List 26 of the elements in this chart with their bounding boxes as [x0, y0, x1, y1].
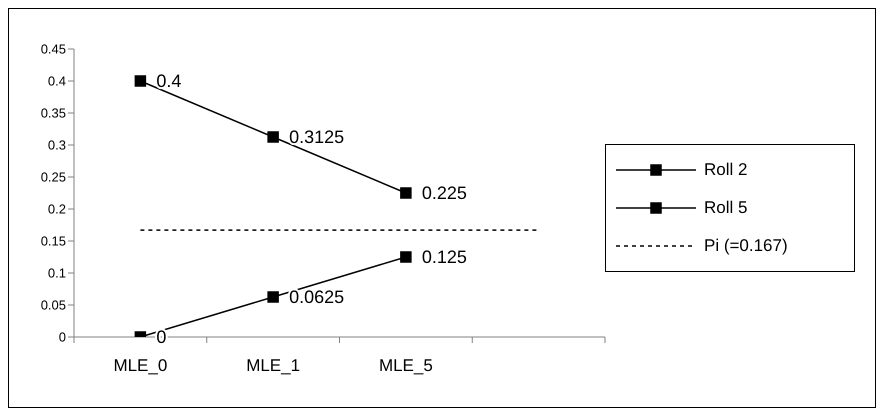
legend-label: Roll 2 [704, 160, 748, 180]
legend-label: Roll 5 [704, 198, 748, 218]
y-tick-label: 0.3 [48, 138, 66, 153]
y-tick-label: 0.05 [40, 298, 66, 313]
y-tick-label: 0.45 [40, 42, 66, 57]
y-tick-label: 0.1 [48, 266, 66, 281]
point [267, 291, 279, 303]
y-tick-label: 0.35 [40, 106, 66, 121]
point [400, 251, 412, 263]
y-tick-label: 0 [58, 330, 66, 345]
y-tick-label: 0.25 [40, 170, 66, 185]
data-label: 0.3125 [289, 127, 344, 147]
data-label: 0.0625 [289, 287, 344, 307]
data-label: 0.225 [422, 183, 467, 203]
x-tick-label: MLE_5 [378, 356, 433, 375]
point [400, 187, 412, 199]
x-tick-label: MLE_1 [246, 356, 300, 375]
legend-label: Pi (=0.167) [704, 236, 788, 256]
data-label: 0.125 [422, 247, 467, 267]
data-label: 0.4 [156, 71, 182, 91]
y-tick-label: 0.4 [48, 74, 66, 89]
y-tick-label: 0.15 [40, 234, 66, 249]
x-tick-label: MLE_0 [113, 356, 168, 375]
point [134, 75, 146, 87]
point [267, 131, 279, 143]
y-tick-label: 0.2 [48, 202, 66, 217]
